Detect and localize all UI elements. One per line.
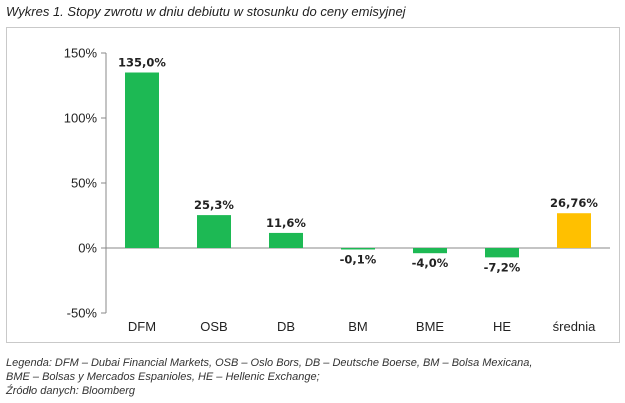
data-label: -4,0% [412, 256, 449, 270]
x-category-label: BM [348, 319, 368, 334]
source-line: Źródło danych: Bloomberg [6, 385, 136, 397]
legend-line-2: BME – Bolsas y Mercados Espanioles, HE –… [6, 371, 320, 383]
bar [125, 72, 159, 248]
bar [485, 248, 519, 258]
legend-line-1: Legenda: DFM – Dubai Financial Markets, … [6, 357, 533, 369]
x-category-label: DB [277, 319, 295, 334]
y-tick-label: 150% [64, 46, 98, 61]
x-category-label: średnia [553, 319, 596, 334]
chart-frame [6, 27, 620, 343]
bar [269, 232, 303, 248]
y-tick-label: 50% [71, 176, 97, 191]
bar [197, 215, 231, 248]
y-tick-label: 0% [78, 241, 97, 256]
chart-data-labels: 135,0% 25,3% 11,6% -0,1% -4,0% -7,2% 26,76% [118, 56, 598, 275]
data-label: 11,6% [266, 216, 306, 230]
y-tick-label: -50% [67, 306, 98, 321]
chart-title: Wykres 1. Stopy zwrotu w dniu debiutu w … [6, 4, 406, 19]
data-label: -7,2% [484, 260, 521, 274]
bar [557, 213, 591, 248]
data-label: 26,76% [550, 196, 598, 210]
chart-bars [125, 72, 591, 258]
chart-footnote: Legenda: DFM – Dubai Financial Markets, … [6, 356, 620, 398]
data-label: 25,3% [194, 198, 234, 212]
x-category-label: DFM [128, 319, 156, 334]
data-label: -0,1% [340, 253, 377, 267]
data-label: 135,0% [118, 56, 166, 70]
x-category-label: OSB [200, 319, 227, 334]
bar [413, 248, 447, 254]
bar [341, 248, 375, 250]
x-category-label: HE [493, 319, 511, 334]
y-tick-label: 100% [64, 111, 98, 126]
x-category-label: BME [416, 319, 445, 334]
